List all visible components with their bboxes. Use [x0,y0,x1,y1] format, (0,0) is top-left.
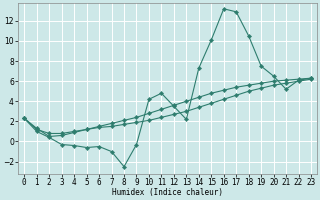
X-axis label: Humidex (Indice chaleur): Humidex (Indice chaleur) [112,188,223,197]
